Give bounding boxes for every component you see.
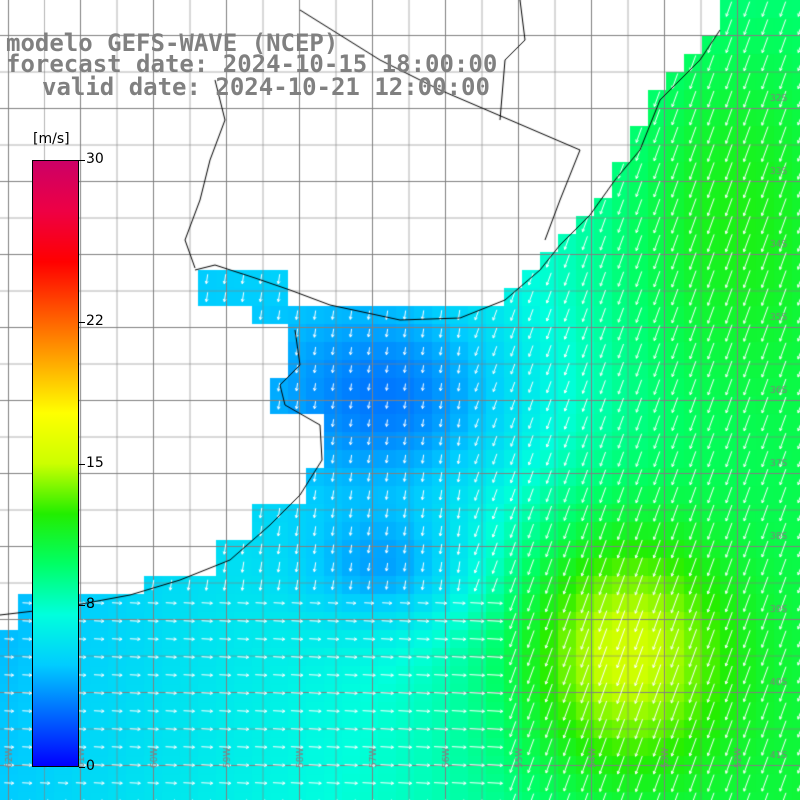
valid-date: valid date: 2024-10-21 12:00:00 — [42, 73, 490, 101]
colorbar-tick-mark — [79, 605, 85, 607]
forecast-date: forecast date: 2024-10-15 18:00:00 — [6, 50, 498, 78]
colorbar-tick-label: 8 — [86, 596, 95, 613]
colorbar — [32, 160, 79, 767]
colorbar-tick-mark — [79, 160, 85, 161]
model-title: modelo GEFS-WAVE (NCEP) — [6, 29, 339, 57]
colorbar-tick-mark — [79, 463, 85, 465]
colorbar-tick-label: 15 — [86, 454, 104, 471]
colorbar-tick-label: 22 — [86, 312, 104, 329]
colorbar-tick-mark — [79, 321, 85, 323]
colorbar-tick-label: 30 — [86, 151, 104, 167]
colorbar-unit: [m/s] — [33, 131, 70, 147]
colorbar-tick-label: 0 — [86, 758, 95, 774]
colorbar-tick-mark — [79, 767, 85, 768]
